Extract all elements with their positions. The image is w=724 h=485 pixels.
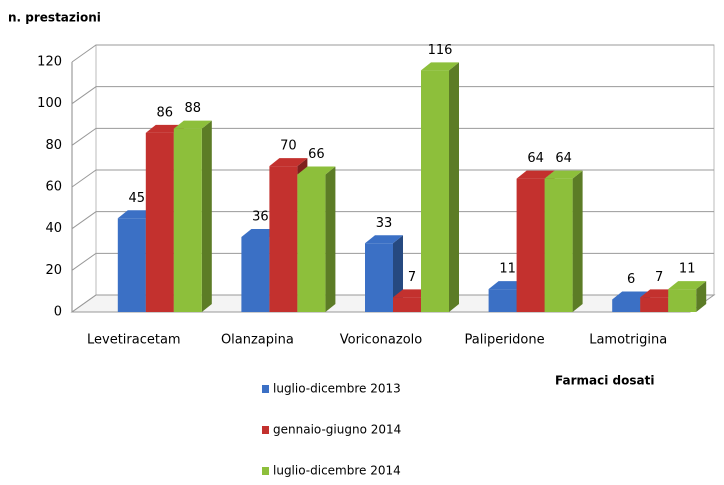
bar-face — [325, 166, 336, 312]
bar-face — [173, 128, 202, 312]
bar-face — [488, 289, 517, 312]
data-label: 11 — [499, 262, 516, 277]
grid-line — [71, 127, 714, 146]
legend-swatch — [262, 426, 269, 434]
bar — [173, 120, 212, 313]
grid-line — [71, 169, 714, 188]
data-label: 70 — [280, 139, 297, 154]
x-tick-label: Paliperidone — [465, 333, 545, 348]
bar-face — [173, 120, 212, 129]
bar-face — [640, 297, 669, 312]
grid-line — [71, 44, 714, 63]
x-tick-label: Olanzapina — [221, 333, 294, 348]
bar-face — [421, 70, 449, 312]
data-label: 11 — [679, 262, 696, 277]
y-tick-label: 80 — [45, 138, 62, 153]
data-label: 88 — [185, 101, 202, 116]
data-label: 64 — [527, 151, 544, 166]
x-tick-label: Lamotrigina — [589, 333, 667, 348]
data-label: 36 — [252, 210, 269, 225]
y-tick-label: 120 — [37, 55, 62, 70]
bar — [544, 170, 583, 312]
legend-swatch — [262, 467, 269, 475]
bar-face — [516, 178, 545, 312]
y-tick-label: 100 — [37, 96, 62, 111]
data-label: 86 — [157, 105, 174, 120]
grid-line — [71, 86, 714, 105]
bar — [421, 62, 459, 313]
bar — [297, 166, 336, 312]
y-tick-label: 40 — [45, 221, 62, 236]
bar-face — [421, 62, 459, 71]
grid-line — [71, 252, 714, 271]
bar-face — [297, 166, 336, 175]
legend-label: luglio-dicembre 2013 — [273, 382, 401, 396]
bar-face — [516, 170, 555, 179]
legend-label: gennaio-giugno 2014 — [273, 423, 401, 437]
y-tick-label: 0 — [54, 305, 62, 320]
data-label: 66 — [308, 147, 325, 162]
bar-face — [393, 297, 421, 312]
bar — [668, 281, 707, 312]
legend-swatch — [262, 385, 269, 393]
bar-face — [544, 170, 583, 179]
data-label: 64 — [555, 151, 572, 166]
bar-face — [544, 178, 573, 312]
bar-face — [269, 166, 298, 312]
data-label: 33 — [376, 216, 393, 231]
bar-face — [668, 281, 707, 290]
legend-label: luglio-dicembre 2014 — [273, 464, 401, 478]
bar-face — [365, 243, 393, 312]
grid-line — [71, 211, 714, 230]
bar-face — [269, 158, 308, 167]
data-label: 116 — [428, 43, 453, 58]
y-axis-title: n. prestazioni — [8, 11, 101, 25]
bar-face — [365, 235, 403, 244]
bar-face — [612, 299, 641, 312]
bar-face — [449, 62, 459, 313]
y-tick-label: 60 — [45, 180, 62, 195]
bar-face — [572, 170, 583, 312]
bar-face — [117, 218, 146, 312]
y-tick-label: 20 — [45, 263, 62, 278]
bar-face — [201, 120, 212, 313]
data-label: 45 — [129, 191, 146, 206]
bar-face — [668, 289, 697, 312]
data-label: 7 — [655, 270, 663, 285]
bar-face — [145, 132, 174, 312]
data-label: 6 — [627, 272, 635, 287]
x-tick-label: Voriconazolo — [340, 333, 422, 348]
data-label: 7 — [408, 270, 416, 285]
bar-face — [696, 281, 707, 312]
x-tick-label: Levetiracetam — [87, 333, 181, 348]
bar-face — [297, 174, 326, 312]
x-axis-title: Farmaci dosati — [555, 374, 654, 388]
bar-face — [241, 237, 270, 312]
